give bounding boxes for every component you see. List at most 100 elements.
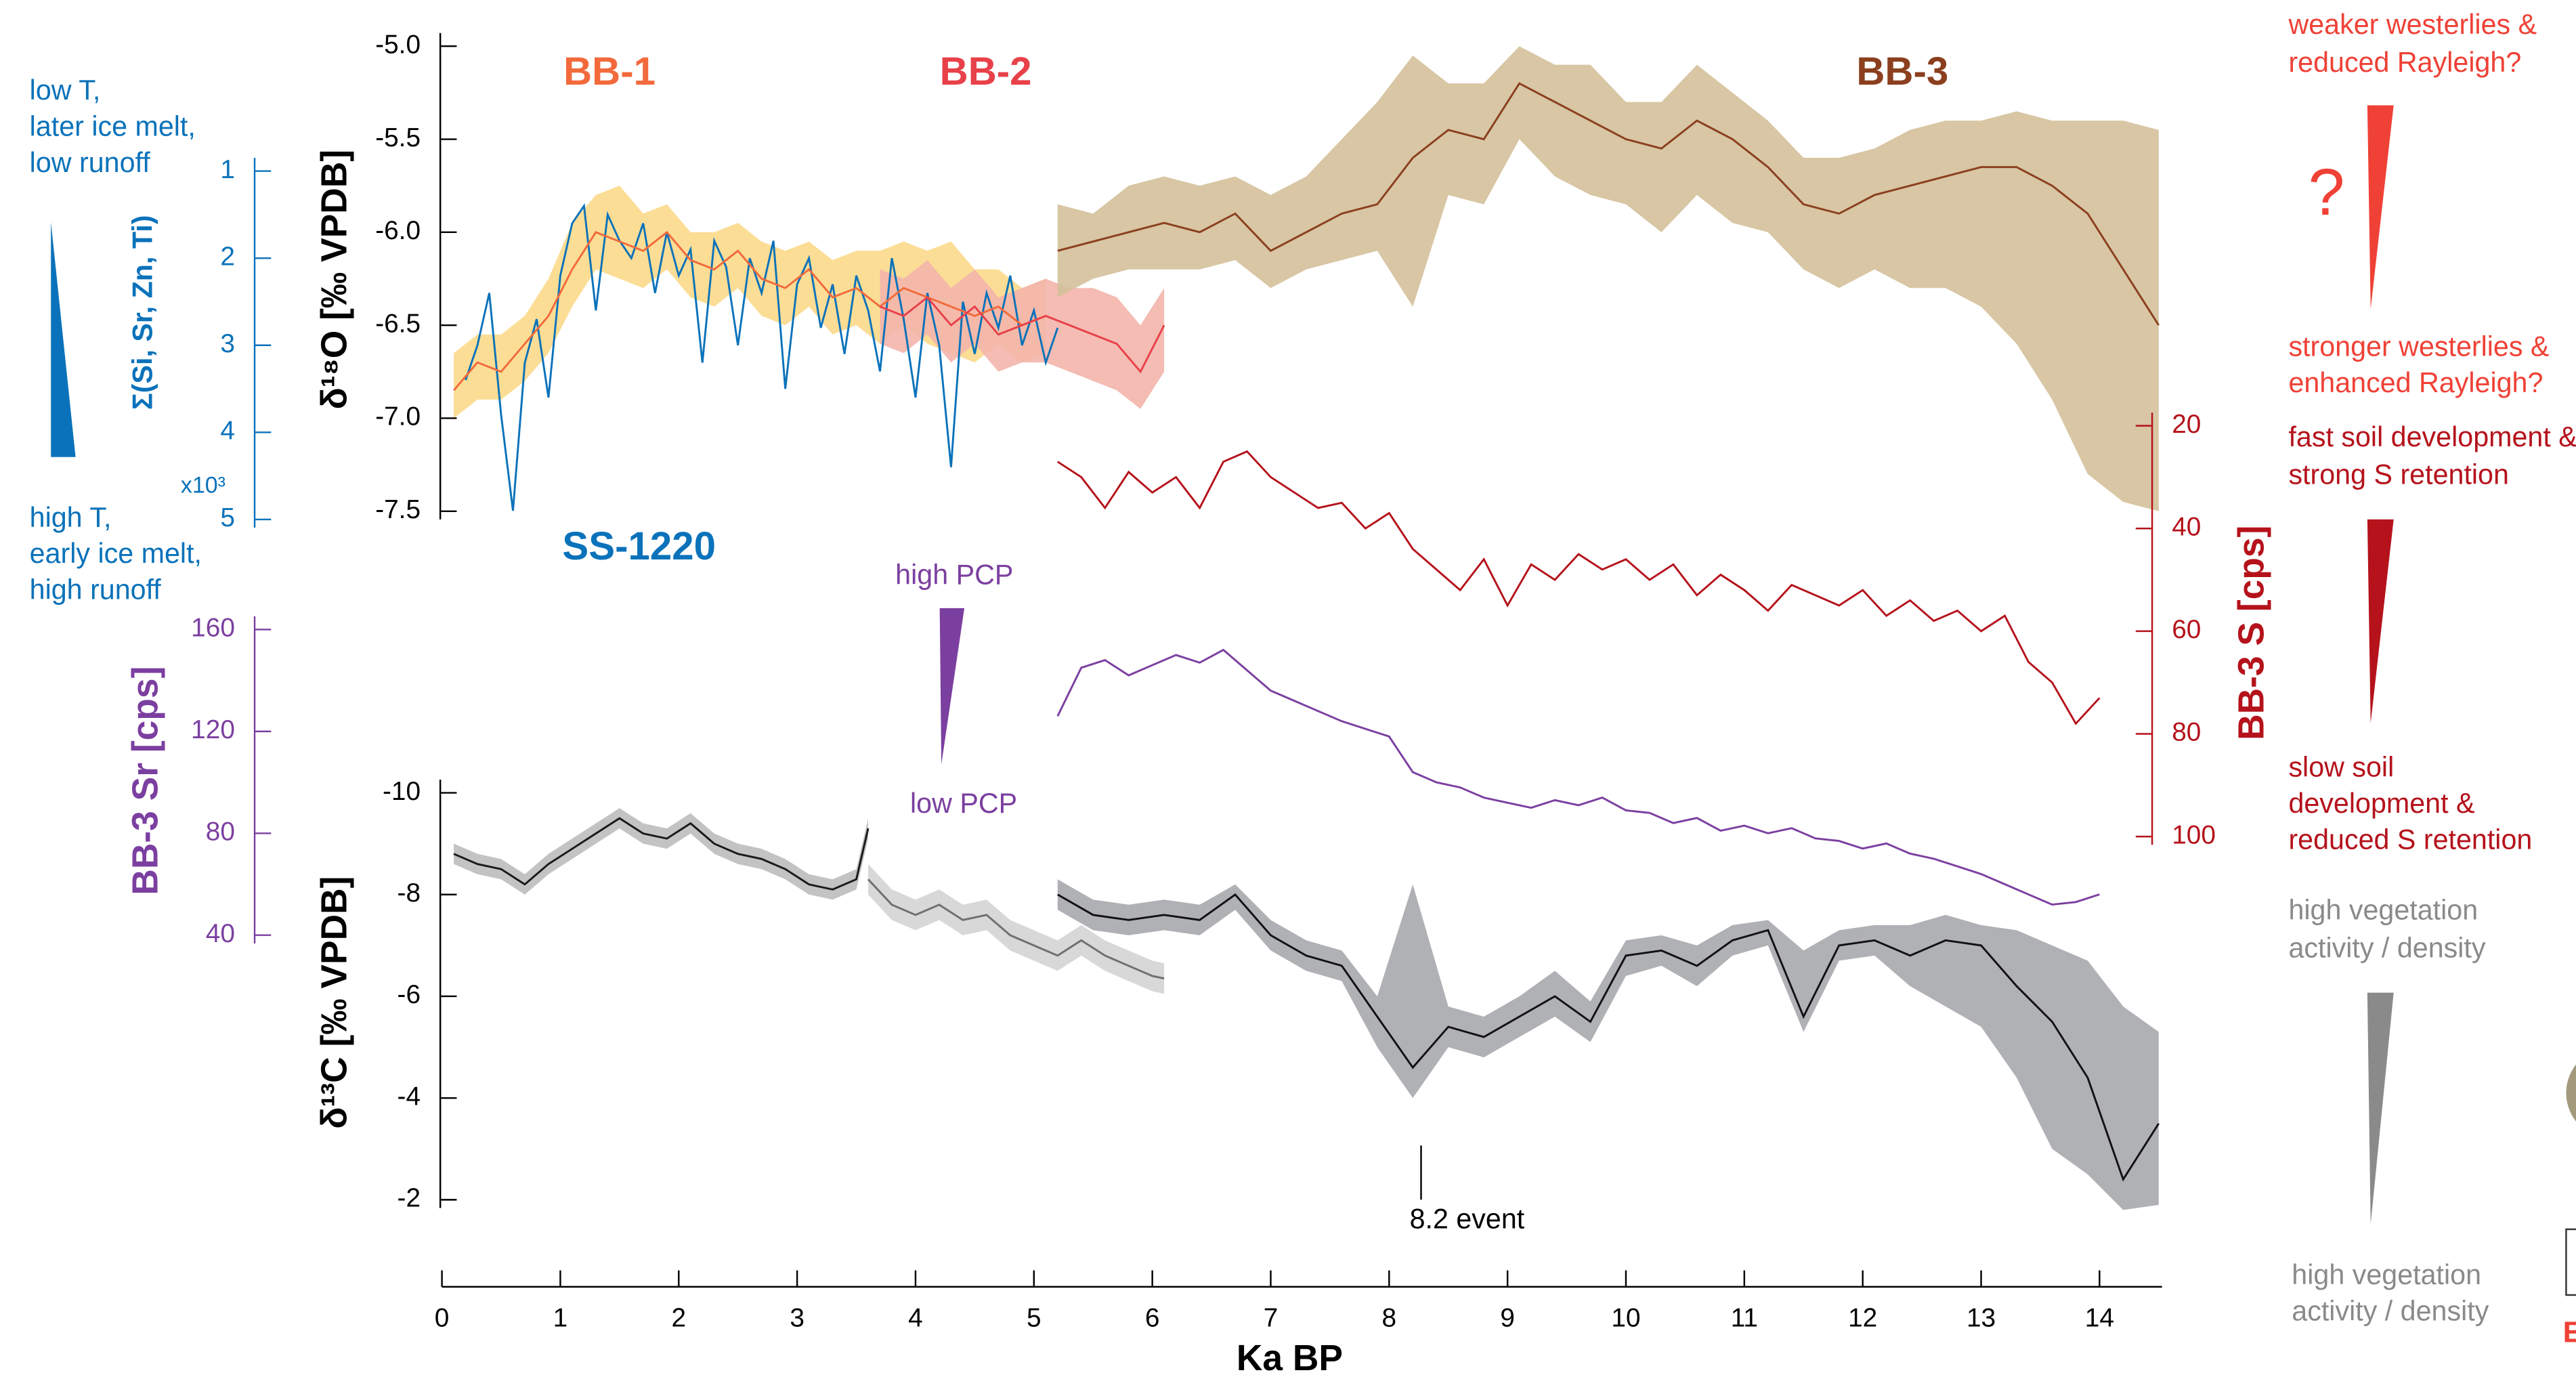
y-tick-label: -2 (398, 1184, 421, 1213)
y-tick-label: -8 (398, 878, 421, 908)
x-tick-label: 12 (1848, 1304, 1877, 1333)
wedge (939, 608, 965, 765)
series-line (879, 295, 1165, 374)
annotation: enhanced Rayleigh? (2288, 367, 2543, 398)
x-tick-label: 5 (1027, 1304, 1042, 1333)
annotation: early ice melt, (30, 538, 202, 569)
annotation: high runoff (30, 574, 162, 606)
annotation: low PCP (910, 788, 1017, 819)
y-tick-label: 60 (2172, 615, 2201, 644)
x-tick-label: 13 (1967, 1304, 1996, 1333)
y-tick-label: -7.5 (375, 495, 421, 524)
annotation: fast soil development & (2288, 421, 2576, 452)
y-tick-label: 20 (2172, 410, 2201, 439)
bands (454, 46, 2159, 1210)
x-tick-label: 4 (908, 1304, 923, 1333)
annotation: later ice melt, (30, 110, 196, 142)
y-axis-label: Σ(Si, Sr, Zn, Ti) (127, 215, 158, 410)
y-tick-label: -4 (398, 1082, 421, 1111)
band (1057, 46, 2159, 511)
y-axis-label: BB-3 Sr [cps] (125, 666, 165, 895)
x-tick-label: 1 (553, 1304, 568, 1333)
y-tick-label: 160 (191, 614, 235, 643)
x-tick-label: 3 (790, 1304, 804, 1333)
x-tick-label: 6 (1145, 1304, 1160, 1333)
annotation: strong S retention (2288, 459, 2509, 490)
x-tick-label: 9 (1500, 1304, 1515, 1333)
y-tick-label: 1 (220, 155, 235, 184)
decoration (2566, 1064, 2576, 1122)
annotation: weaker westerlies & (2288, 9, 2537, 40)
x-tick-label: 10 (1611, 1304, 1640, 1333)
y-tick-label: 5 (220, 503, 235, 532)
series-line (1056, 450, 2101, 725)
series-line (465, 203, 1059, 511)
wedge (51, 221, 76, 457)
wedge (2367, 519, 2394, 723)
y-axis-label: δ¹³C [‰ VPDB] (314, 876, 354, 1129)
series-label: BB-3 (1856, 49, 1948, 93)
y-tick-label: -7.0 (375, 402, 421, 431)
band (454, 186, 1046, 419)
y-tick-label: -6 (398, 980, 421, 1009)
annotation: ? (2309, 155, 2345, 229)
series-line (1056, 648, 2100, 906)
annotation: 8.2 event (1410, 1204, 1525, 1235)
x-tick-label: 0 (435, 1304, 450, 1333)
annotation: development & (2288, 788, 2474, 819)
x-tick-label: 8 (1382, 1304, 1397, 1333)
y-axis-label: δ¹⁸O [‰ VPDB] (314, 150, 354, 410)
y-tick-label: -5.5 (375, 123, 421, 152)
series-line (1057, 893, 2160, 1182)
wedge (2367, 992, 2394, 1225)
annotation: slow soil (2288, 752, 2394, 783)
y-axis-label: BB-3 S [cps] (2232, 526, 2272, 740)
y-tick-label: 100 (2172, 820, 2216, 849)
y-tick-label: -6.5 (375, 309, 421, 338)
x-tick-label: 11 (1731, 1304, 1758, 1333)
annotation: low T, (30, 75, 101, 106)
y-tick-label: 4 (220, 417, 235, 446)
annotation: stronger westerlies & (2288, 331, 2549, 362)
y-tick-label: 80 (206, 818, 235, 847)
annotation: E (2563, 1316, 2576, 1349)
annotation: high vegetation (2288, 895, 2478, 926)
y-tick-label: 2 (220, 242, 235, 271)
band (454, 808, 869, 900)
annotation: high T, (30, 502, 112, 533)
lines (452, 82, 2160, 1182)
y-tick-label: -10 (383, 777, 421, 806)
annotation: activity / density (2292, 1296, 2489, 1327)
annotation: reduced Rayleigh? (2288, 47, 2521, 78)
y-tick-label: 40 (2172, 513, 2201, 542)
annotation: low runoff (30, 147, 151, 178)
series-line (452, 230, 1046, 391)
band (880, 260, 1165, 409)
x-tick-label: 7 (1264, 1304, 1279, 1333)
annotation: activity / density (2288, 932, 2485, 963)
y-tick-label: 120 (191, 715, 235, 744)
annotation: reduced S retention (2288, 824, 2532, 855)
y-tick-label: -5.0 (375, 30, 421, 59)
series-line (453, 817, 870, 891)
x-axis-label: Ka BP (1237, 1338, 1343, 1378)
annotation: high PCP (895, 559, 1013, 591)
unit-label: x10³ (181, 472, 226, 498)
y-tick-label: 40 (206, 919, 235, 948)
x-tick-label: 14 (2085, 1304, 2114, 1333)
wedge (2367, 105, 2394, 310)
series-line (1057, 82, 2160, 326)
decoration (2565, 1228, 2576, 1296)
band (1057, 879, 2159, 1210)
annotation: high vegetation (2292, 1259, 2481, 1290)
series-label: SS-1220 (562, 524, 716, 568)
y-tick-label: -6.0 (375, 216, 421, 245)
y-tick-label: 80 (2172, 718, 2201, 747)
y-tick-label: 3 (220, 329, 235, 358)
x-tick-label: 2 (671, 1304, 686, 1333)
series-line (867, 878, 1165, 980)
series-label: BB-1 (563, 49, 656, 93)
series-label: BB-2 (940, 49, 1032, 93)
